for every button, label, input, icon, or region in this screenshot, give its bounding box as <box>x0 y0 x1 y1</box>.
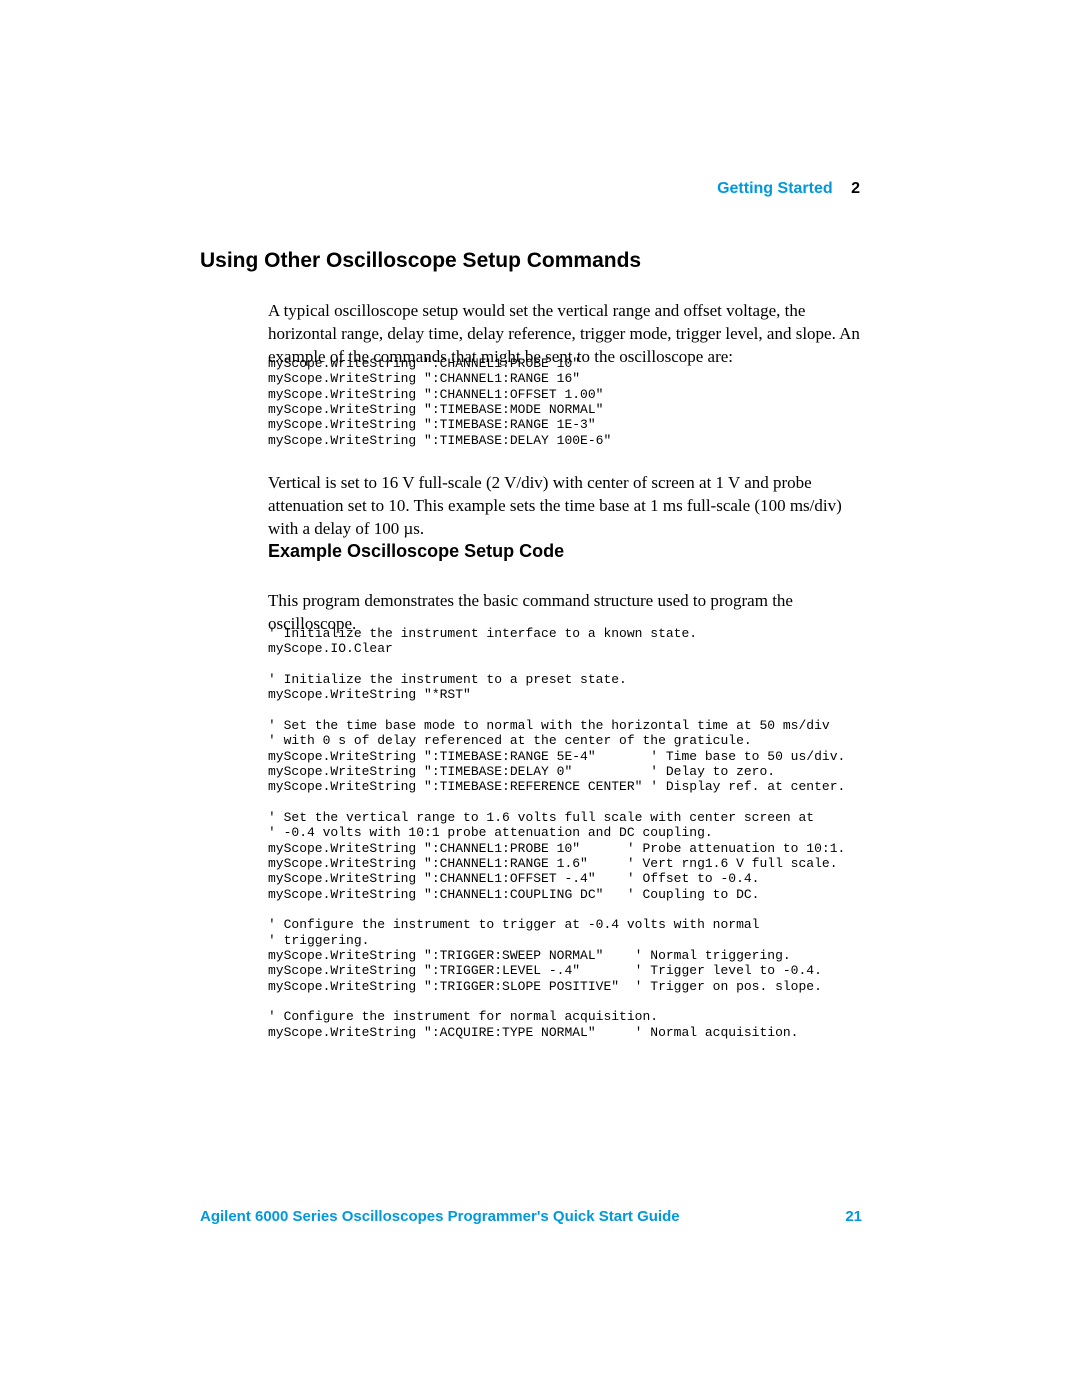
running-header: Getting Started 2 <box>717 180 860 198</box>
code-block-example-setup: ' Initialize the instrument interface to… <box>268 626 863 1040</box>
paragraph-explanation: Vertical is set to 16 V full-scale (2 V/… <box>268 472 863 541</box>
heading-1: Using Other Oscilloscope Setup Commands <box>200 249 641 273</box>
header-section-name: Getting Started <box>717 180 833 197</box>
code-block-setup-commands: myScope.WriteString ":CHANNEL1:PROBE 10"… <box>268 356 863 448</box>
footer-title: Agilent 6000 Series Oscilloscopes Progra… <box>200 1208 680 1225</box>
page: Getting Started 2 Using Other Oscillosco… <box>0 0 1080 1397</box>
page-footer: Agilent 6000 Series Oscilloscopes Progra… <box>200 1208 862 1225</box>
header-section-number: 2 <box>851 180 860 197</box>
footer-page-number: 21 <box>845 1208 862 1225</box>
heading-2-example: Example Oscilloscope Setup Code <box>268 541 863 562</box>
